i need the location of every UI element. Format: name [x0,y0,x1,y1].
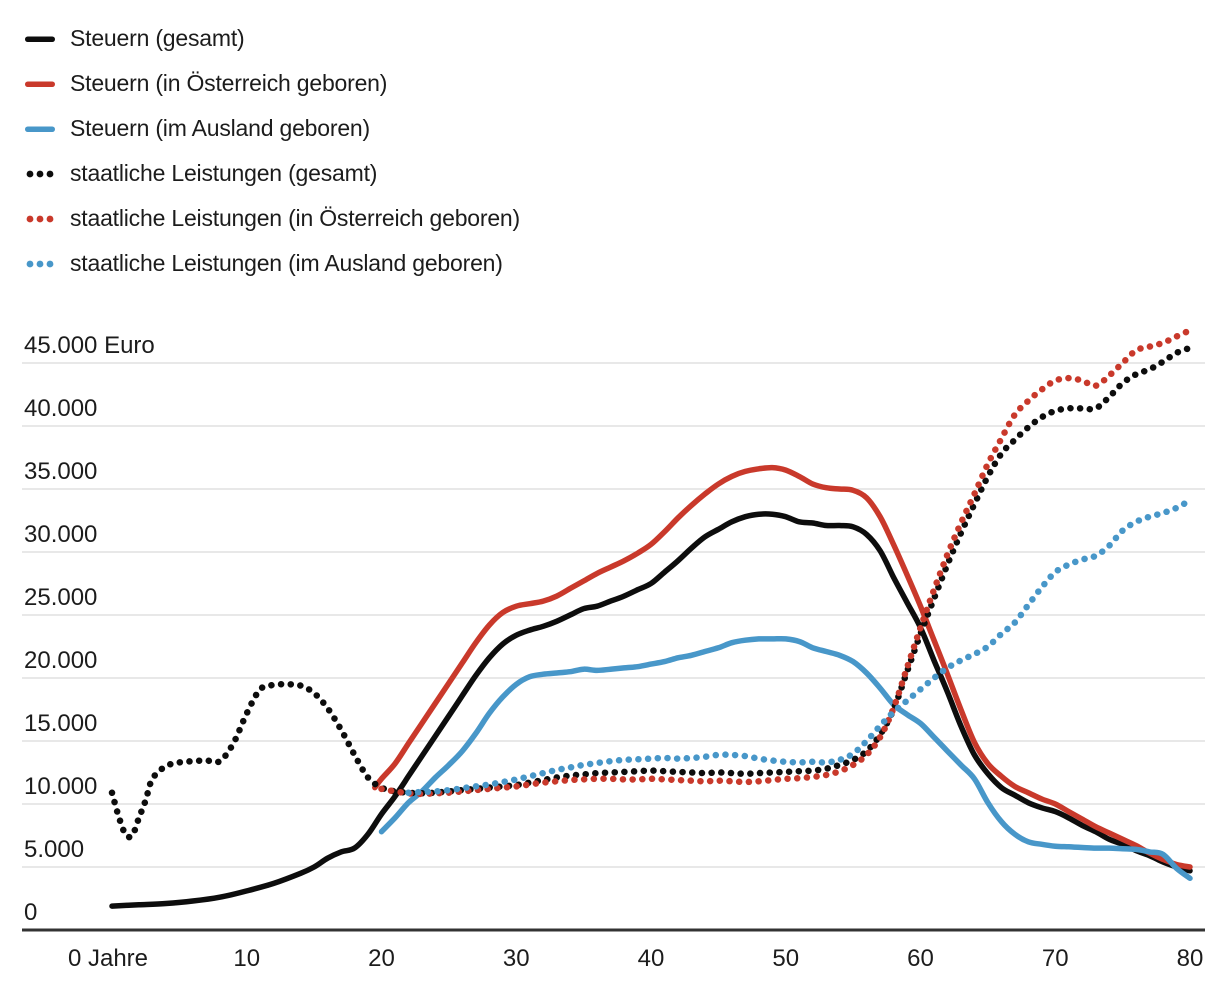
legend-label: Steuern (in Österreich geboren) [70,70,388,96]
solid-line-swatch-icon [25,126,55,132]
x-tick-label: 40 [638,945,665,972]
y-tick-label: 35.000 [24,458,97,485]
y-tick-label: 25.000 [24,584,97,611]
legend-label: staatliche Leistungen (im Ausland gebore… [70,250,503,276]
y-tick-label: 45.000 Euro [24,332,155,359]
legend-item: staatliche Leistungen (gesamt) [25,151,520,196]
y-tick-label: 0 [24,899,37,926]
x-tick-label: 30 [503,945,530,972]
legend-item: staatliche Leistungen (im Ausland gebore… [25,241,520,286]
y-tick-label: 10.000 [24,773,97,800]
x-tick-label: 70 [1042,945,1069,972]
legend-item: Steuern (in Österreich geboren) [25,61,520,106]
dotted-line-swatch-icon [26,215,54,222]
chart-legend: Steuern (gesamt) Steuern (in Österreich g… [25,16,520,286]
x-tick-label: 20 [368,945,395,972]
solid-line-swatch-icon [25,81,55,87]
y-tick-label: 40.000 [24,395,97,422]
x-tick-label: 60 [907,945,934,972]
y-tick-label: 30.000 [24,521,97,548]
series-solid-2 [378,635,1193,882]
solid-line-swatch-icon [25,36,55,42]
dotted-line-swatch-icon [26,260,54,267]
legend-label: Steuern (gesamt) [70,25,245,51]
y-tick-label: 15.000 [24,710,97,737]
legend-item: Steuern (gesamt) [25,16,520,61]
y-tick-label: 5.000 [24,836,84,863]
legend-label: Steuern (im Ausland geboren) [70,115,370,141]
x-tick-label: 10 [233,945,260,972]
legend-label: staatliche Leistungen (in Österreich geb… [70,205,520,231]
series-dotted-4 [378,326,1194,798]
legend-label: staatliche Leistungen (gesamt) [70,160,378,186]
x-tick-label: 0 Jahre [68,945,148,972]
x-tick-label: 80 [1177,945,1204,972]
x-tick-label: 50 [772,945,799,972]
legend-item: staatliche Leistungen (in Österreich geb… [25,196,520,241]
legend-item: Steuern (im Ausland geboren) [25,106,520,151]
y-tick-label: 20.000 [24,647,97,674]
series-solid-1 [372,464,1193,870]
series-dotted-5 [405,497,1194,796]
series-dotted-3 [108,344,1194,841]
series-solid-0 [109,511,1193,909]
dotted-line-swatch-icon [26,170,54,177]
